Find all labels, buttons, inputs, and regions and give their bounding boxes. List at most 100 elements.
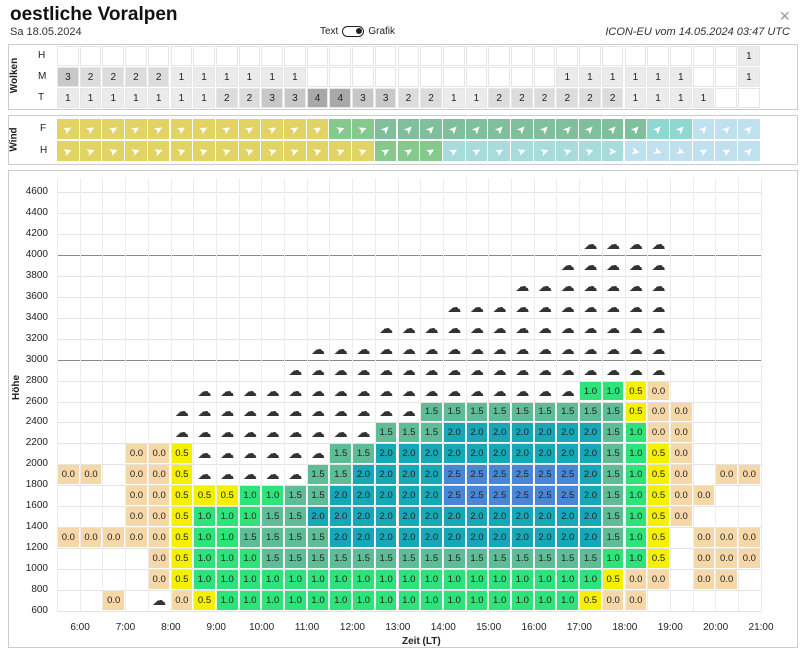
cloud-icon: ☁ bbox=[628, 319, 643, 336]
cloud-icon: ☁ bbox=[538, 340, 553, 357]
cloud-cell bbox=[692, 67, 715, 87]
cloud-icon: ☁ bbox=[379, 340, 394, 357]
cloud-icon: ☁ bbox=[242, 403, 257, 420]
y-tick-label: 1600 bbox=[25, 500, 48, 512]
cloud-icon: ☁ bbox=[560, 319, 575, 336]
cloud-cell bbox=[511, 67, 533, 87]
wind-cell: ➤ bbox=[738, 119, 760, 139]
thermal-cell: 2.0 bbox=[330, 507, 352, 527]
thermal-cell: 2.0 bbox=[375, 528, 397, 548]
cloud-icon: ☁ bbox=[515, 361, 530, 378]
cloud-panel bbox=[8, 44, 798, 110]
thermal-cell: 2.0 bbox=[421, 465, 442, 485]
thermal-cell: 1.5 bbox=[262, 528, 283, 548]
wind-arrow-icon: ➤ bbox=[129, 121, 144, 137]
wind-row-label: F bbox=[40, 123, 47, 134]
cloud-cell bbox=[193, 46, 215, 66]
wind-arrow-icon: ➤ bbox=[265, 121, 280, 137]
grid-vline bbox=[624, 178, 626, 612]
thermal-cell: 2.0 bbox=[557, 507, 579, 527]
cloud-icon: ☁ bbox=[333, 340, 348, 357]
thermal-cell: 1.0 bbox=[216, 591, 238, 610]
cloud-icon: ☁ bbox=[560, 277, 575, 294]
wind-arrow-icon: ➤ bbox=[696, 121, 712, 137]
thermal-cell: 1.5 bbox=[580, 402, 601, 422]
thermal-cell: 1.0 bbox=[285, 591, 306, 610]
cloud-icon: ☁ bbox=[538, 382, 553, 399]
cloud-cell: 1 bbox=[238, 67, 261, 87]
wind-arrow-icon: ➤ bbox=[311, 144, 325, 159]
cloud-cell: 2 bbox=[102, 67, 125, 87]
cloud-cell: 2 bbox=[511, 88, 533, 108]
thermal-cell: 1.5 bbox=[421, 402, 442, 422]
wind-cell: ➤ bbox=[170, 119, 193, 139]
cloud-section-label: Wolken bbox=[9, 57, 21, 94]
wind-cell: ➤ bbox=[511, 119, 533, 139]
cloud-icon: ☁ bbox=[333, 361, 348, 378]
thermal-cell: 1.5 bbox=[489, 549, 510, 569]
toggle-switch[interactable] bbox=[342, 26, 365, 37]
cloud-cell bbox=[374, 67, 397, 87]
cloud-icon: ☁ bbox=[265, 382, 280, 399]
thermal-cell: 0.0 bbox=[103, 591, 125, 610]
wind-arrow-icon: ➤ bbox=[84, 144, 98, 159]
thermal-cell: 1.0 bbox=[239, 486, 261, 506]
x-tick-label: 11:00 bbox=[294, 622, 320, 633]
thermal-cell: 1.0 bbox=[353, 570, 374, 590]
cloud-cell: 1 bbox=[284, 67, 306, 87]
cloud-icon: ☁ bbox=[447, 298, 462, 315]
cloud-icon: ☁ bbox=[538, 319, 553, 336]
thermal-cell: 0.0 bbox=[739, 465, 760, 485]
cloud-cell bbox=[715, 88, 737, 108]
cloud-icon: ☁ bbox=[311, 382, 326, 399]
thermal-cell: 2.0 bbox=[512, 507, 533, 527]
wind-cell: ➤ bbox=[465, 119, 488, 139]
wind-cell: ➤ bbox=[193, 141, 215, 161]
thermal-cell: 0.0 bbox=[648, 423, 669, 443]
cloud-icon: ☁ bbox=[515, 319, 530, 336]
thermal-cell: 2.0 bbox=[512, 423, 533, 443]
thermal-cell: 1.5 bbox=[285, 549, 306, 569]
thermal-cell: 1.5 bbox=[421, 423, 442, 443]
wind-cell: ➤ bbox=[352, 119, 374, 139]
thermal-cell: 2.5 bbox=[443, 486, 465, 506]
wind-cell: ➤ bbox=[465, 141, 488, 161]
thermal-cell: 1.5 bbox=[262, 549, 283, 569]
thermal-cell: 1.5 bbox=[239, 528, 261, 548]
thermal-cell: 0.0 bbox=[693, 570, 715, 590]
cloud-icon: ☁ bbox=[651, 298, 666, 315]
thermal-cell: 1.0 bbox=[557, 570, 579, 590]
x-tick-label: 7:00 bbox=[115, 622, 136, 633]
thermal-cell: 0.5 bbox=[216, 486, 238, 506]
thermal-cell: 0.5 bbox=[648, 507, 669, 527]
thermal-cell: 1.5 bbox=[307, 549, 329, 569]
wind-arrow-icon: ➤ bbox=[152, 144, 166, 159]
cloud-icon: ☁ bbox=[152, 592, 167, 609]
cloud-icon: ☁ bbox=[469, 361, 484, 378]
thermal-cell: 2.0 bbox=[421, 486, 442, 506]
thermal-cell: 1.5 bbox=[466, 549, 488, 569]
thermal-cell: 2.0 bbox=[375, 507, 397, 527]
cloud-cell: 1 bbox=[193, 67, 215, 87]
close-icon[interactable]: × bbox=[779, 6, 790, 26]
cloud-icon: ☁ bbox=[651, 235, 666, 252]
thermal-cell: 1.0 bbox=[330, 570, 352, 590]
y-tick-label: 2400 bbox=[25, 416, 48, 428]
thermal-cell: 1.5 bbox=[353, 549, 374, 569]
wind-cell: ➤ bbox=[511, 141, 533, 161]
grid-vline bbox=[329, 178, 331, 612]
view-toggle[interactable]: Text Grafik bbox=[320, 26, 395, 37]
cloud-icon: ☁ bbox=[242, 445, 257, 462]
thermal-cell: 1.5 bbox=[602, 423, 624, 443]
wind-cell: ➤ bbox=[102, 119, 125, 139]
thermal-cell: 0.0 bbox=[648, 570, 669, 590]
thermal-cell: 1.0 bbox=[625, 465, 647, 485]
thermal-cell: 1.0 bbox=[262, 570, 283, 590]
cloud-icon: ☁ bbox=[356, 403, 371, 420]
thermal-cell: 1.0 bbox=[194, 549, 215, 569]
wind-cell: ➤ bbox=[329, 119, 352, 139]
thermal-cell: 0.0 bbox=[670, 423, 692, 443]
cloud-icon: ☁ bbox=[356, 382, 371, 399]
thermal-cell: 0.0 bbox=[80, 465, 102, 485]
thermal-cell: 0.0 bbox=[148, 507, 170, 527]
